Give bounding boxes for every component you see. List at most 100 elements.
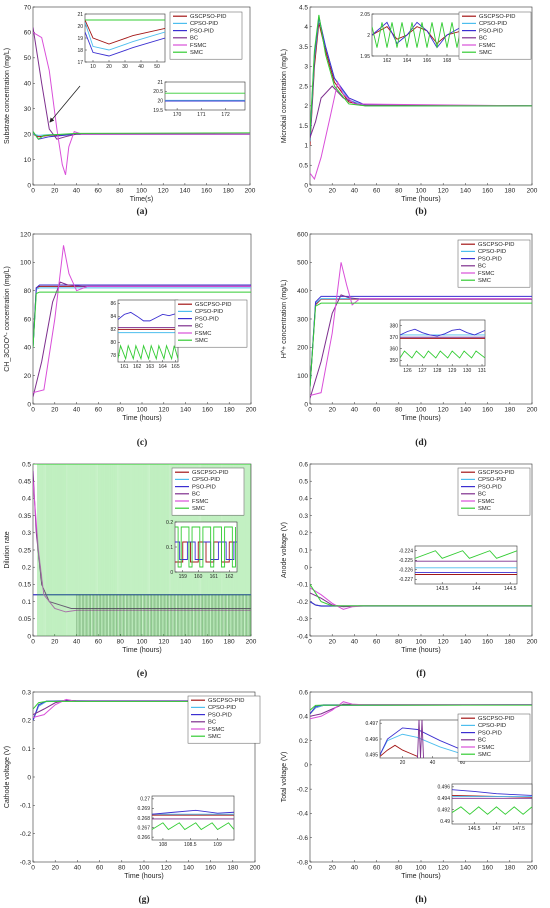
panel-h-inset-0-ytick-label: 0.496 [365, 737, 378, 743]
panel-c-ytick-label: 60 [24, 316, 32, 323]
panel-d-xtick-label: 0 [308, 407, 312, 414]
panel-d-ytick-label: 0 [304, 401, 308, 408]
panel-e-ylabel: Dilution rate [4, 531, 11, 568]
panel-c-panel-label: (c) [137, 437, 148, 448]
panel-a-inset-0-xtick-label: 10 [90, 64, 96, 70]
chart-panel-b: 0 20 40 60 80 100 120 140 160 180 200 0 0.5 1 1.5 2 2.5 3… [281, 4, 538, 217]
chart-panel-g: 0 20 40 60 80 100 120 140 160 180 200 -0.3 -0.2 -0.1 0… [4, 689, 261, 905]
panel-a-inset-0-series-gscpso-pid [85, 19, 165, 45]
panel-b-inset-0-series-group [372, 21, 462, 49]
panel-g-panel-label: (g) [138, 894, 149, 905]
panel-b-inset-0-ytick-label: 2.05 [360, 12, 370, 18]
panel-c-legend-label: BC [195, 324, 203, 330]
panel-a-inset-1-xtick-label: 170 [173, 112, 182, 118]
panel-b-inset-0-ytick-label: 2 [367, 33, 370, 39]
panel-a-inset-1-ytick-label: 19.5 [153, 108, 163, 114]
panel-d-ytick-label: 500 [297, 260, 308, 267]
panel-d-legend-label: GSCPSO-PID [478, 242, 514, 248]
panel-f-xtick-label: 80 [395, 639, 403, 646]
panel-g-inset-0-xtick-label: 108.5 [184, 842, 197, 848]
panel-e-inset-0-xtick-label: 160 [194, 574, 203, 580]
panel-c-inset-0-series-group [118, 311, 178, 361]
panel-e-legend-box [171, 467, 245, 516]
panel-h-inset-1-series-smc [452, 806, 532, 815]
panel-g-legend-label: PSO-PID [208, 712, 232, 718]
panel-b-ytick-label: 3 [304, 64, 308, 71]
panel-a-legend-label: PSO-PID [190, 28, 214, 34]
panel-h-legend-label: PSO-PID [478, 730, 502, 736]
panel-g-xtick-label: 100 [139, 865, 150, 872]
panel-e-ytick-label: 0 [27, 633, 31, 640]
panel-h-inset-0: 20 40 60 0.495 0.496 0.497 [365, 719, 471, 766]
panel-b-legend-label: BC [479, 36, 487, 42]
panel-e-pid-switching-band [76, 594, 252, 636]
panel-e-xtick-label: 180 [224, 639, 235, 646]
panel-g-series-smc [33, 700, 255, 710]
panel-e-xtick-label: 100 [137, 639, 148, 646]
panel-a-legend-box [169, 11, 243, 60]
panel-e-inset-0-ytick-label: 0.2 [166, 520, 173, 526]
panel-b-ytick-label: 4 [304, 24, 308, 31]
panel-f-ytick-label: 0.4 [299, 496, 308, 503]
panel-b-ytick-label: 2.5 [299, 83, 308, 90]
panel-a-inset-0: 10 20 30 40 50 17 18 19 20 21 [77, 12, 166, 70]
panel-e-xtick-label: 60 [95, 639, 103, 646]
panel-a-xtick-label: 0 [31, 188, 35, 195]
panel-f-xtick-label: 60 [373, 639, 381, 646]
panel-d-inset-0-xtick-label: 130 [463, 368, 472, 374]
panel-c-ytick-label: 0 [27, 401, 31, 408]
panel-a-legend-label: CPSO-PID [190, 21, 218, 27]
panel-a-inset-0-ytick-label: 21 [77, 12, 83, 18]
panel-b-ytick-label: 2 [304, 103, 308, 110]
panel-f-ytick-label: 0 [304, 564, 308, 571]
panel-d-legend-label: CPSO-PID [478, 249, 506, 255]
panel-a-xtick-label: 200 [245, 188, 256, 195]
panel-e-series-bc [33, 470, 251, 609]
panel-f-ytick-label: -0.3 [297, 616, 309, 623]
panel-d-series-fsmc [310, 262, 532, 396]
panel-h-ylabel: Total voltage (V) [281, 752, 288, 803]
panel-e-legend-label: PSO-PID [192, 484, 216, 490]
panel-h-inset-0-xtick-label: 40 [430, 760, 436, 766]
panel-h-inset-0-xtick-label: 20 [400, 760, 406, 766]
panel-f-ytick-label: -0.4 [297, 633, 309, 640]
panel-g-xtick-label: 60 [96, 865, 104, 872]
panel-a-xlabel: Time(s) [130, 196, 153, 203]
panel-a-ylabel: Substrate concentration (mg/L) [4, 48, 11, 144]
chart-panel-c: 0 20 40 60 80 100 120 140 160 180 200 0 20 40 60 80 100 1… [4, 231, 257, 448]
panel-a-series-bc [33, 27, 250, 140]
panel-d-inset-0-xtick-label: 131 [478, 368, 487, 374]
panel-a-ytick-label: 0 [27, 182, 31, 189]
panel-b-xtick-label: 180 [504, 188, 515, 195]
panel-c-xtick-label: 200 [246, 407, 257, 414]
panel-c-xtick-label: 0 [31, 407, 35, 414]
panel-c-inset-0-frame [117, 299, 179, 363]
panel-d-xtick-label: 180 [504, 407, 515, 414]
panel-a-inset-0-ytick-label: 20 [77, 24, 83, 30]
panel-h-inset-1-ytick-label: 0.49 [440, 819, 450, 825]
panel-e-ytick-label: 0.3 [22, 530, 31, 537]
chart-panel-f: 0 20 40 60 80 100 120 140 160 180 200 -0.4 -0.3 -0.2 -… [281, 461, 538, 679]
panel-f-inset-0-series-smc [415, 550, 517, 559]
panel-h-inset-0-series-pso-pid [380, 727, 470, 756]
panel-c-series-bc [33, 281, 251, 398]
panel-h-inset-1-ytick-label: 0.494 [437, 796, 450, 802]
panel-e-ytick-label: 0.25 [18, 547, 31, 554]
panel-d-legend-label: FSMC [478, 271, 494, 277]
chart-panel-a: 0 20 40 60 80 100 120 140 160 180 200 0 10 20 30 40 50 60… [4, 4, 256, 217]
panel-a-legend-label: BC [190, 36, 198, 42]
panel-c-inset-0-xtick-label: 162 [133, 364, 142, 370]
panel-d-ytick-label: 200 [297, 345, 308, 352]
panel-f-panel-label: (f) [416, 668, 426, 679]
panel-f-inset-0-series-group [415, 550, 517, 575]
panel-b-ytick-label: 0.5 [299, 162, 308, 169]
panel-e-legend-label: CPSO-PID [192, 477, 220, 483]
panel-a-panel-label: (a) [136, 206, 147, 217]
panel-e-inset-0-xtick-label: 162 [225, 574, 234, 580]
panel-e-inset-0: 159 160 161 162 0 0.1 0.2 [166, 520, 238, 580]
panel-h-ytick-label: 0.4 [299, 714, 308, 721]
panel-c-ytick-label: 120 [20, 231, 31, 238]
